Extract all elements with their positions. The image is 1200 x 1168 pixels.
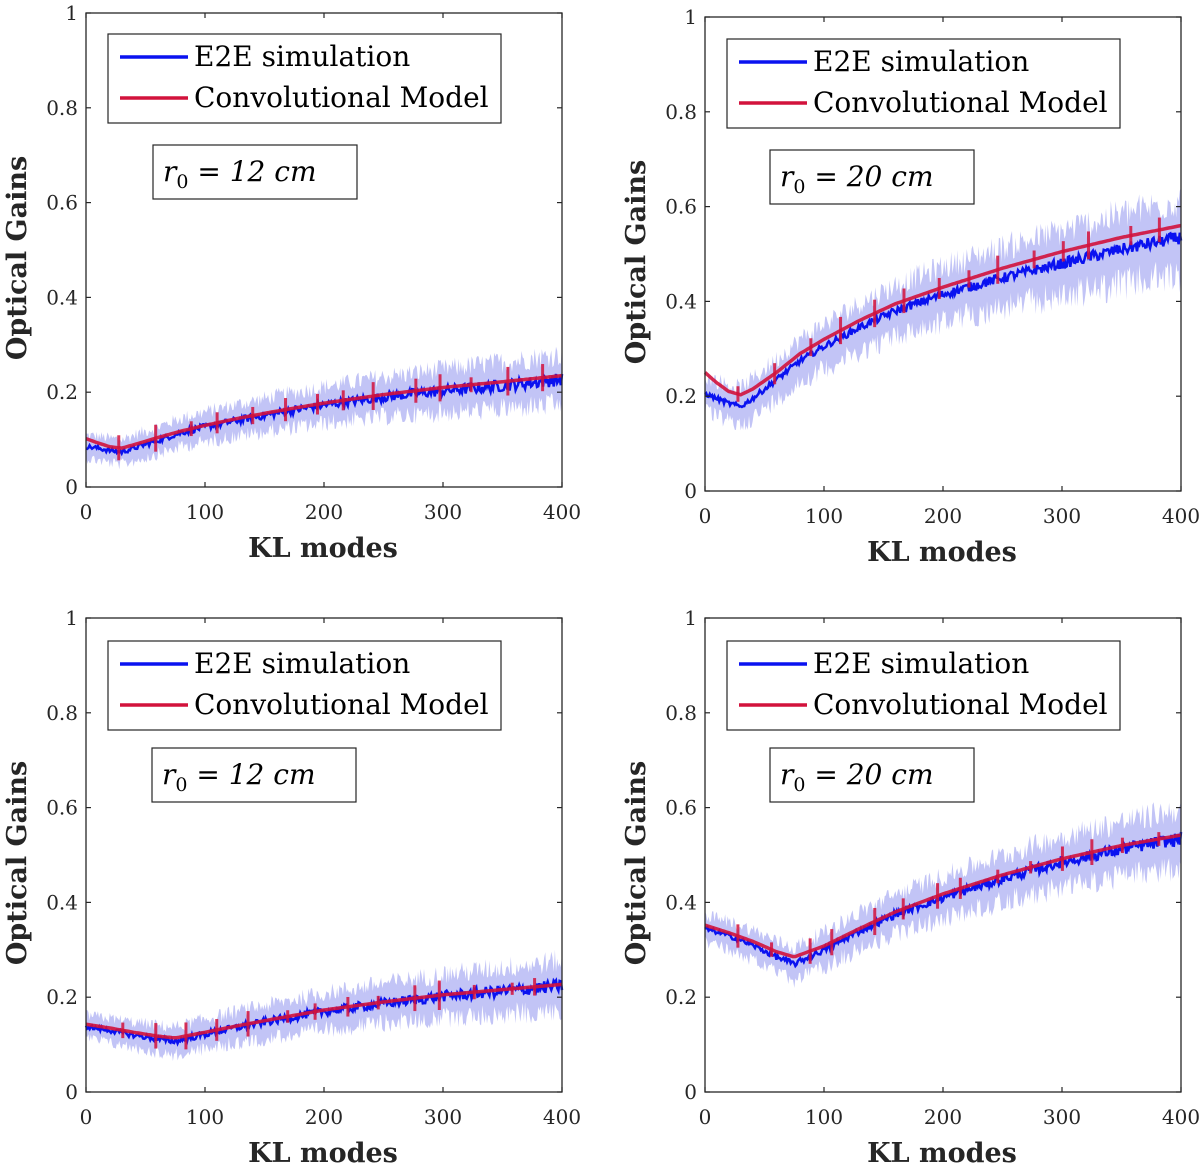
legend-entry-label: E2E simulation [194, 40, 410, 73]
y-tick-label: 0.4 [665, 890, 697, 914]
x-tick-label: 0 [80, 500, 93, 524]
y-tick-label: 0.6 [46, 796, 78, 820]
r0-annotation: r0 = 12 cm [152, 144, 358, 200]
y-axis-label: Optical Gains [621, 761, 652, 965]
annotation-box [769, 747, 975, 803]
x-tick-label: 300 [1043, 1105, 1081, 1129]
legend-entry-label: E2E simulation [194, 647, 410, 680]
x-tick-label: 400 [543, 500, 581, 524]
x-tick-label: 300 [424, 1105, 462, 1129]
annotation-text: r0 = 12 cm [163, 155, 317, 193]
legend-box [107, 640, 502, 731]
x-tick-label: 200 [924, 1105, 962, 1129]
y-tick-label: 0 [684, 1080, 697, 1104]
x-axis-label: KL modes [867, 1138, 1017, 1168]
x-tick-label: 100 [805, 504, 843, 528]
legend-box [726, 38, 1121, 129]
series-line-convolutional-model [704, 833, 1182, 959]
annotation-text: r0 = 12 cm [162, 758, 316, 796]
y-axis-label: Optical Gains [2, 761, 33, 965]
legend-entry-label: E2E simulation [813, 45, 1029, 78]
x-axis-label: KL modes [248, 1138, 398, 1168]
y-tick-label: 1 [65, 1, 78, 25]
annotation-box [151, 747, 357, 803]
x-tick-label: 100 [186, 1105, 224, 1129]
chart-panel-2: 0 100 200 300 400 0 0.2 0.4 0.6 0.8 1 KL modes Optic… [621, 5, 1200, 568]
y-tick-label: 0.4 [46, 285, 78, 309]
legend-entry-label: Convolutional Model [813, 86, 1108, 119]
chart-panel-3: 0 100 200 300 400 0 0.2 0.4 0.6 0.8 1 KL modes Optic… [2, 606, 581, 1168]
series-line-convolutional-model [85, 373, 563, 450]
x-axis-label: KL modes [248, 533, 398, 564]
y-tick-label: 0.2 [665, 985, 697, 1009]
legend: E2E simulation Convolutional Model [726, 640, 1121, 731]
x-tick-label: 100 [805, 1105, 843, 1129]
legend-entry-label: Convolutional Model [194, 81, 489, 114]
y-tick-label: 0.6 [665, 796, 697, 820]
chart-panel-4: 0 100 200 300 400 0 0.2 0.4 0.6 0.8 1 KL modes Optic… [621, 606, 1200, 1168]
series-line-e2e-simulation [704, 231, 1183, 409]
annotation-box [152, 144, 358, 200]
y-tick-label: 1 [684, 606, 697, 630]
legend-box [726, 640, 1121, 731]
legend-entry-label: Convolutional Model [813, 688, 1108, 721]
y-tick-label: 0.2 [46, 380, 78, 404]
y-tick-label: 0.4 [665, 289, 697, 313]
r0-annotation: r0 = 20 cm [769, 149, 975, 205]
x-axis-label: KL modes [867, 537, 1017, 568]
y-tick-label: 0.8 [46, 701, 78, 725]
y-tick-label: 0 [684, 479, 697, 503]
y-tick-label: 1 [684, 5, 697, 29]
y-axis-label: Optical Gains [621, 160, 652, 364]
x-tick-label: 400 [1162, 1105, 1200, 1129]
legend: E2E simulation Convolutional Model [726, 38, 1121, 129]
series-line-convolutional-model [703, 223, 1182, 397]
y-tick-label: 0.6 [46, 191, 78, 215]
legend: E2E simulation Convolutional Model [107, 640, 502, 731]
r0-annotation: r0 = 12 cm [151, 747, 357, 803]
y-tick-label: 0.8 [665, 701, 697, 725]
legend-entry-label: E2E simulation [813, 647, 1029, 680]
x-tick-label: 0 [80, 1105, 93, 1129]
y-axis-label: Optical Gains [2, 156, 33, 360]
y-tick-label: 0.2 [665, 384, 697, 408]
x-tick-label: 200 [924, 504, 962, 528]
y-tick-label: 0.8 [665, 100, 697, 124]
e2e-variance-band [86, 344, 562, 470]
x-tick-label: 400 [543, 1105, 581, 1129]
y-tick-label: 1 [65, 606, 78, 630]
series-line-e2e-simulation [704, 831, 1183, 969]
annotation-text: r0 = 20 cm [780, 758, 934, 796]
x-tick-label: 300 [424, 500, 462, 524]
x-tick-label: 100 [186, 500, 224, 524]
legend-box [107, 33, 502, 124]
annotation-box [769, 149, 975, 205]
x-tick-label: 200 [305, 500, 343, 524]
legend-entry-label: Convolutional Model [194, 688, 489, 721]
y-tick-label: 0.4 [46, 890, 78, 914]
chart-panel-1: 0 100 200 300 400 0 0.2 0.4 0.6 0.8 1 KL modes Optic… [2, 1, 581, 564]
x-tick-label: 400 [1162, 504, 1200, 528]
legend: E2E simulation Convolutional Model [107, 33, 502, 124]
r0-annotation: r0 = 20 cm [769, 747, 975, 803]
x-tick-label: 0 [699, 1105, 712, 1129]
y-tick-label: 0.8 [46, 96, 78, 120]
x-tick-label: 300 [1043, 504, 1081, 528]
x-tick-label: 0 [699, 504, 712, 528]
annotation-text: r0 = 20 cm [780, 160, 934, 198]
y-tick-label: 0 [65, 1080, 78, 1104]
y-tick-label: 0.2 [46, 985, 78, 1009]
y-tick-label: 0 [65, 475, 78, 499]
x-tick-label: 200 [305, 1105, 343, 1129]
y-tick-label: 0.6 [665, 195, 697, 219]
series-line-convolutional-model [85, 982, 563, 1040]
